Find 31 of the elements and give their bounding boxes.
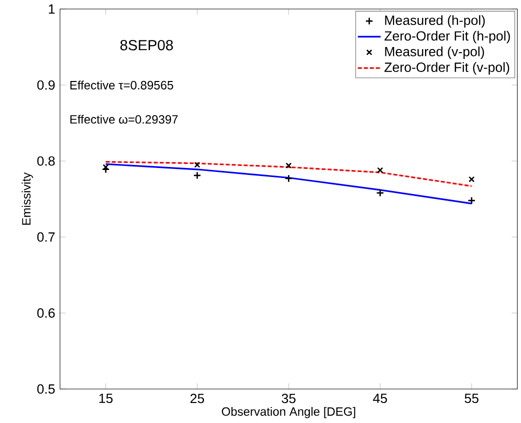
point [194,162,200,168]
y-tick-label: 0.6 [37,308,55,318]
annotation: 8SEP08 [120,40,173,51]
point [377,167,384,174]
annotation: Effective τ=0.89565 [70,80,174,90]
point [468,176,475,182]
y-tick-label: 0.9 [37,80,55,90]
line-series [104,163,472,205]
point [193,172,202,180]
annotation: Effective ω=0.29397 [70,115,178,124]
legend-label: Measured (v-pol) [385,46,484,60]
point [284,174,293,183]
y-tick-label: 0.7 [37,232,55,242]
x-tick-label: 35 [282,394,296,404]
point [468,196,476,205]
line-series [104,161,472,188]
x-tick-label: 45 [373,394,387,404]
y-tick-label: 1 [48,4,55,14]
legend-label: Zero-Order Fit (v-pol) [384,62,510,75]
x-tick-label: 15 [99,394,113,404]
x-axis-title: Observation Angle [DEG] [222,407,356,418]
point [102,166,110,174]
y-tick-label: 0.5 [37,384,55,394]
legend-label: Measured (h-pol) [385,15,485,28]
point [376,189,384,198]
y-tick-label: 0.8 [37,156,55,166]
point [286,162,292,169]
x-tick-label: 55 [464,394,478,404]
legend-label: Zero-Order Fit (h-pol) [384,31,510,44]
y-axis-title: Emissivity [22,172,33,225]
x-tick-label: 25 [190,394,204,404]
